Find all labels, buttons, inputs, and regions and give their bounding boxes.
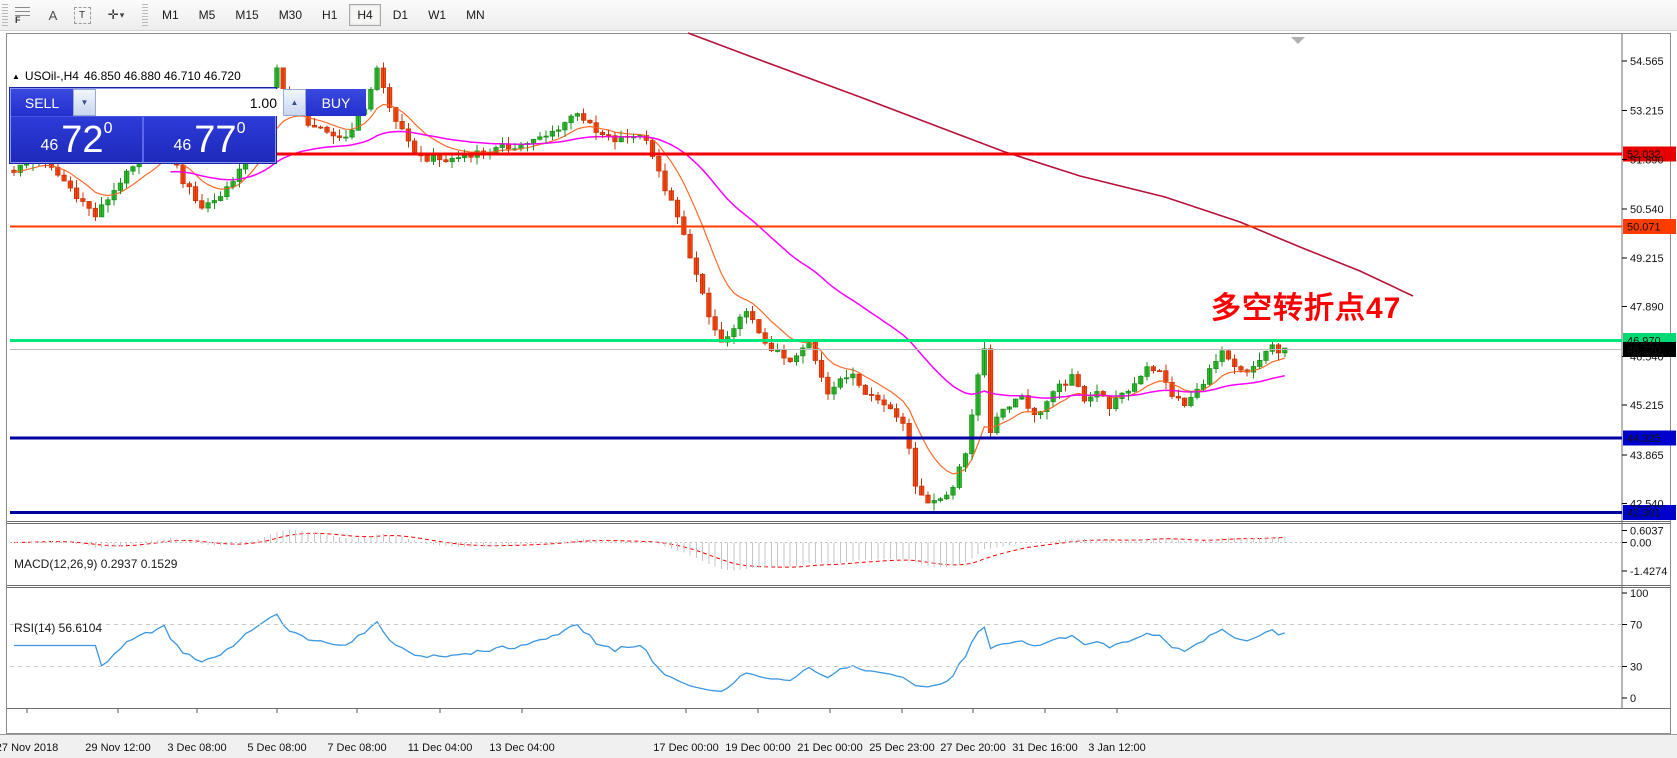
date-label: 27 Nov 2018 bbox=[0, 742, 59, 754]
ohlc-values: 46.850 46.880 46.710 46.720 bbox=[83, 69, 241, 83]
price-axis-label: 51.890 bbox=[1630, 154, 1664, 166]
chart-annotation-text: 多空转折点47 bbox=[1211, 292, 1402, 325]
sell-quote[interactable]: 46 72 0 bbox=[11, 117, 142, 162]
collapse-triangle-icon[interactable]: ▲ bbox=[12, 71, 20, 81]
price-badge-label: 52.032 bbox=[1627, 149, 1661, 161]
volume-increase-button[interactable]: ▲ bbox=[283, 89, 306, 116]
price-axis-label: 42.540 bbox=[1630, 499, 1664, 511]
sell-button[interactable]: SELL bbox=[11, 89, 73, 116]
top-toolbar: F A T ✛ ▾ M1 M5 M15 M30 H1 H4 D1 W1 MN bbox=[0, 0, 1677, 31]
chevron-down-icon: ▾ bbox=[119, 9, 125, 20]
rsi-panel bbox=[14, 613, 1285, 692]
fibonacci-lines-glyph bbox=[15, 7, 30, 17]
volume-decrease-button[interactable]: ▼ bbox=[73, 89, 96, 116]
price-badge bbox=[1623, 430, 1676, 446]
buy-price-sup: 0 bbox=[236, 120, 246, 137]
price-axis-label: 54.565 bbox=[1630, 56, 1664, 68]
timeframe-button-H4[interactable]: H4 bbox=[349, 4, 381, 26]
sell-price-sup: 0 bbox=[103, 120, 113, 137]
timeframe-button-MN[interactable]: MN bbox=[458, 4, 493, 26]
rsi-axis-label: 70 bbox=[1630, 620, 1642, 632]
fibonacci-tool-icon[interactable]: F bbox=[11, 3, 37, 27]
chart-window: 54.565 53.215 51.890 50.540 49.215 47.890 46.5… bbox=[0, 31, 1677, 754]
price-axis-label: 49.215 bbox=[1630, 253, 1664, 265]
label-a-glyph: A bbox=[48, 7, 58, 23]
date-label: 21 Dec 00:00 bbox=[797, 742, 863, 754]
timeframe-toolbar: M1 M5 M15 M30 H1 H4 D1 W1 MN bbox=[152, 4, 495, 26]
text-tool-icon[interactable]: T bbox=[69, 3, 95, 27]
date-label: 25 Dec 23:00 bbox=[869, 742, 935, 754]
fibonacci-f-glyph: F bbox=[15, 15, 21, 25]
rsi-axis-label: 0 bbox=[1630, 693, 1636, 705]
timeframe-button-M1[interactable]: M1 bbox=[154, 4, 187, 26]
price-badge bbox=[1623, 504, 1676, 520]
label-tool-icon[interactable]: A bbox=[40, 3, 66, 27]
timeframe-button-M5[interactable]: M5 bbox=[191, 4, 224, 26]
moving-averages-layer bbox=[13, 32, 1414, 475]
date-label: 29 Nov 12:00 bbox=[85, 742, 151, 754]
buy-button[interactable]: BUY bbox=[306, 89, 366, 116]
rsi-line bbox=[14, 613, 1285, 692]
timeframe-button-W1[interactable]: W1 bbox=[420, 4, 454, 26]
timeframe-button-H1[interactable]: H1 bbox=[314, 4, 345, 26]
price-badge-label: 50.071 bbox=[1627, 221, 1661, 233]
timeframe-button-M30[interactable]: M30 bbox=[271, 4, 310, 26]
date-label: 17 Dec 00:00 bbox=[653, 742, 719, 754]
price-badge-label: 44.325 bbox=[1627, 433, 1661, 445]
timeframe-button-M15[interactable]: M15 bbox=[227, 4, 266, 26]
price-badge-label: 42.301 bbox=[1627, 507, 1661, 519]
sell-price-small: 46 bbox=[40, 137, 59, 154]
date-label: 19 Dec 00:00 bbox=[725, 742, 791, 754]
macd-indicator-label: MACD(12,26,9) 0.2937 0.1529 bbox=[14, 557, 178, 571]
macd-panel bbox=[13, 532, 1285, 568]
rsi-indicator-label: RSI(14) 56.6104 bbox=[14, 621, 103, 635]
toolbar-gripper[interactable] bbox=[2, 4, 8, 26]
price-badge bbox=[1623, 218, 1676, 234]
symbol-period-label: USOil-,H4 bbox=[24, 69, 79, 83]
macd-axis-label: -1.4274 bbox=[1630, 566, 1667, 578]
rsi-axis-label: 100 bbox=[1630, 588, 1648, 600]
price-axis-label: 50.540 bbox=[1630, 204, 1664, 216]
price-axis-label: 45.215 bbox=[1630, 400, 1664, 412]
timeframe-button-D1[interactable]: D1 bbox=[385, 4, 416, 26]
date-label: 3 Jan 12:00 bbox=[1088, 742, 1146, 754]
buy-price-small: 46 bbox=[173, 137, 192, 154]
chart-title: ▲ USOil-,H4 46.850 46.880 46.710 46.720 bbox=[12, 69, 241, 83]
buy-quote[interactable]: 46 77 0 bbox=[142, 117, 275, 162]
price-badge-label: 46.970 bbox=[1627, 335, 1661, 347]
time-scale[interactable]: 27 Nov 2018 29 Nov 12:00 3 Dec 08:00 5 Dec … bbox=[0, 742, 1677, 758]
rsi-axis-label: 30 bbox=[1630, 662, 1642, 674]
date-label: 7 Dec 08:00 bbox=[327, 742, 387, 754]
one-click-trading-panel: SELL ▼ ▲ BUY 46 72 0 46 77 0 bbox=[10, 88, 366, 163]
date-label: 11 Dec 04:00 bbox=[407, 742, 473, 754]
bottom-strip bbox=[0, 734, 1677, 737]
price-axis-label: 46.540 bbox=[1630, 351, 1664, 363]
sell-price-big: 72 bbox=[61, 118, 104, 161]
price-badge bbox=[1623, 342, 1676, 358]
date-label: 5 Dec 08:00 bbox=[247, 742, 307, 754]
trend-ma-line bbox=[687, 32, 1414, 297]
price-axis-label: 53.215 bbox=[1630, 106, 1664, 118]
macd-axis-label: 0.6037 bbox=[1630, 525, 1664, 537]
macd-signal-line bbox=[13, 532, 1285, 568]
cursor-tool-icon[interactable]: ✛ ▾ bbox=[98, 3, 134, 27]
price-badge bbox=[1623, 146, 1676, 162]
date-label: 13 Dec 04:00 bbox=[489, 742, 555, 754]
ma-slow-line bbox=[170, 130, 1285, 399]
price-badge-label: 46.720 bbox=[1627, 345, 1661, 357]
buy-price-big: 77 bbox=[194, 118, 237, 161]
date-label: 3 Dec 08:00 bbox=[167, 742, 227, 754]
date-label: 31 Dec 16:00 bbox=[1012, 742, 1078, 754]
crosshair-icon: ✛ bbox=[107, 7, 119, 22]
volume-input[interactable] bbox=[96, 89, 283, 116]
text-t-glyph: T bbox=[73, 6, 91, 24]
price-axis-label: 43.865 bbox=[1630, 450, 1664, 462]
toolbar-separator bbox=[142, 4, 148, 26]
price-axis-label: 47.890 bbox=[1630, 302, 1664, 314]
macd-axis-label: 0.00 bbox=[1630, 538, 1651, 550]
date-label: 27 Dec 20:00 bbox=[940, 742, 1006, 754]
horizontal-levels-layer bbox=[1623, 146, 1676, 520]
chart-canvas[interactable]: 54.565 53.215 51.890 50.540 49.215 47.890 46.5… bbox=[0, 31, 1677, 737]
shift-marker-icon bbox=[1291, 37, 1305, 44]
